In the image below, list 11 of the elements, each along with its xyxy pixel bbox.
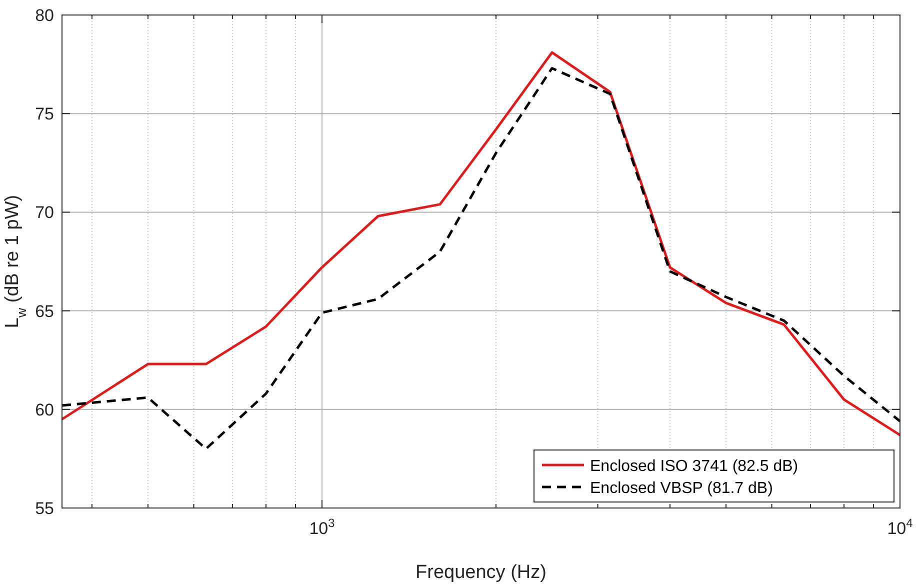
y-tick-label: 80 [35,6,54,25]
x-axis-title: Frequency (Hz) [416,562,546,583]
x-tick-label: 10$^{3}$ [309,516,336,538]
y-tick-label: 65 [35,302,54,321]
y-tick-label: 55 [35,499,54,518]
y-tick-label: 75 [35,104,54,124]
y-tick-label: 70 [35,203,54,222]
x-tick-label: 10$^{4}$ [887,516,914,538]
legend-label: Enclosed VBSP (81.7 dB) [590,480,773,497]
legend-label: Enclosed ISO 3741 (82.5 dB) [590,458,798,475]
y-tick-label: 60 [35,400,54,420]
